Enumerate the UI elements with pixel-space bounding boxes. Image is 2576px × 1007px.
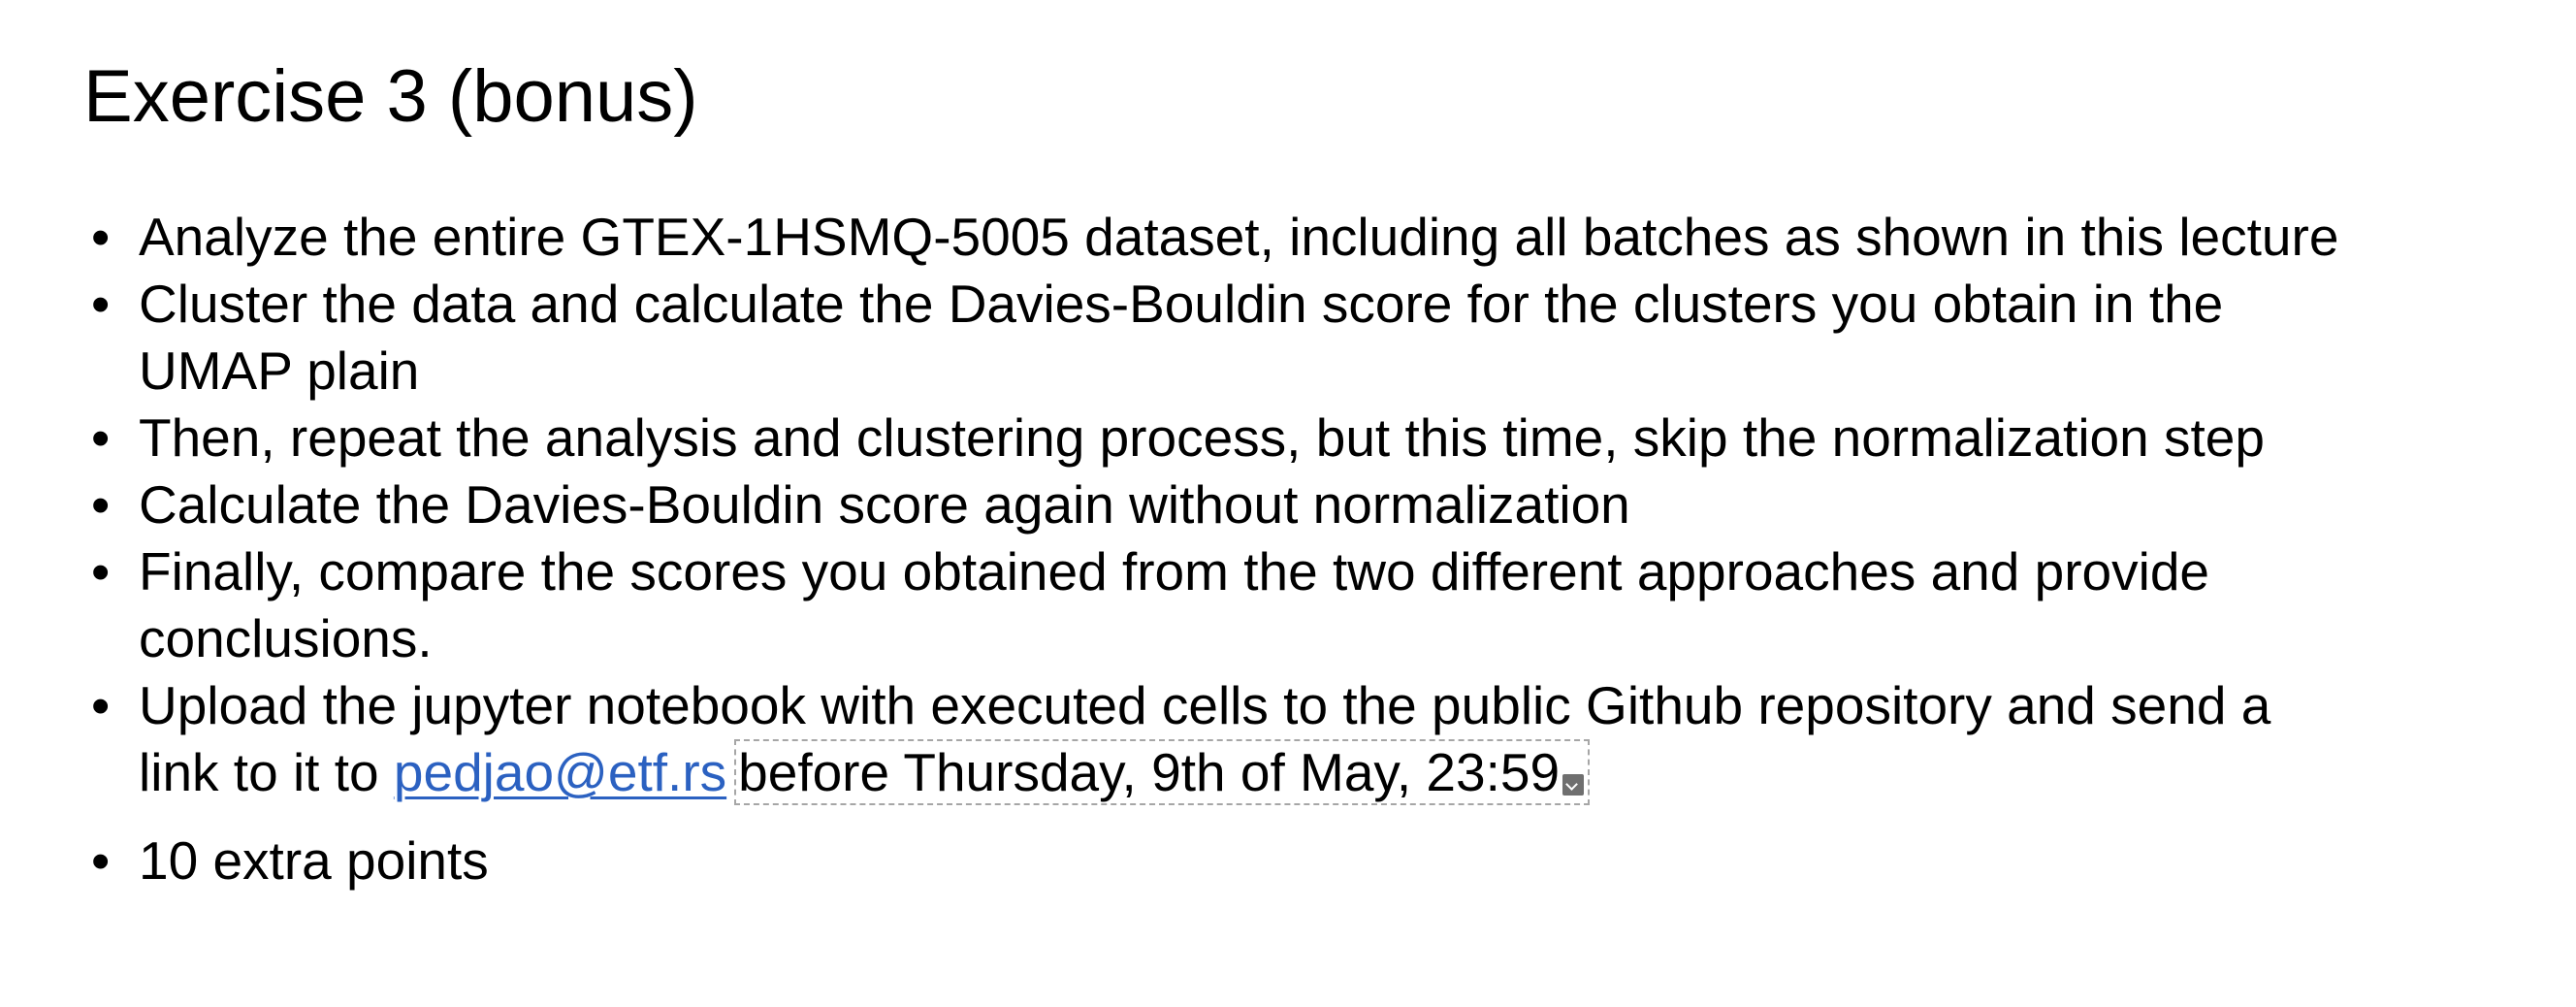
bullet-text: Upload the jupyter notebook with execute… xyxy=(139,675,2271,735)
bullet-text: Cluster the data and calculate the Davie… xyxy=(139,274,2224,334)
bullet-dot: • xyxy=(91,830,111,891)
bullet-item-points: • 10 extra points xyxy=(83,828,2547,894)
bullet-list: • Analyze the entire GTEX-1HSMQ-5005 dat… xyxy=(83,204,2547,894)
bullet-dot: • xyxy=(91,474,111,535)
email-link[interactable]: pedjao@etf.rs xyxy=(393,742,727,802)
bullet-dot: • xyxy=(91,207,111,267)
bullet-dot: • xyxy=(91,675,111,735)
bullet-text-continued: conclusions. xyxy=(139,608,433,668)
dropdown-arrow-icon[interactable] xyxy=(1562,774,1585,796)
bullet-text-continued: UMAP plain xyxy=(139,341,420,401)
slide-title: Exercise 3 (bonus) xyxy=(83,55,698,138)
bullet-dot: • xyxy=(91,541,111,601)
bullet-text: Analyze the entire GTEX-1HSMQ-5005 datas… xyxy=(139,207,2339,267)
bullet-dot: • xyxy=(91,407,111,468)
bullet-item-cluster: • Cluster the data and calculate the Dav… xyxy=(83,271,2547,405)
bullet-text-continued: link to it to pedjao@etf.rs before Thursd… xyxy=(139,739,2547,806)
bullet-item-upload: • Upload the jupyter notebook with execu… xyxy=(83,672,2547,806)
link-prefix-text: link to it to xyxy=(139,742,379,802)
bullet-item-repeat: • Then, repeat the analysis and clusteri… xyxy=(83,405,2547,471)
bullet-text: Calculate the Davies-Bouldin score again… xyxy=(139,474,1630,535)
deadline-date-field[interactable]: before Thursday, 9th of May, 23:59. xyxy=(734,739,1591,805)
bullet-text: 10 extra points xyxy=(139,830,489,891)
bullet-dot: • xyxy=(91,274,111,334)
bullet-item-analyze: • Analyze the entire GTEX-1HSMQ-5005 dat… xyxy=(83,204,2547,271)
bullet-text: Then, repeat the analysis and clustering… xyxy=(139,407,2265,468)
deadline-text: before Thursday, 9th of May, 23:59. xyxy=(738,742,1575,802)
bullet-item-compare: • Finally, compare the scores you obtain… xyxy=(83,538,2547,672)
bullet-item-calculate: • Calculate the Davies-Bouldin score aga… xyxy=(83,471,2547,538)
bullet-text: Finally, compare the scores you obtained… xyxy=(139,541,2210,601)
